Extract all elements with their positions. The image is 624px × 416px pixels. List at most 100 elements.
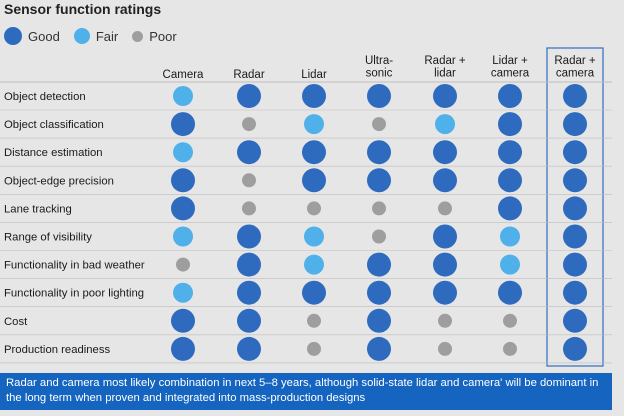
rating-dot-good [171,336,195,361]
row-label: Range of visibility [4,232,92,244]
rating-dot-fair [304,114,324,135]
rating-dot-good [433,168,457,193]
rating-dot-fair [304,226,324,247]
column-header: Lidar + camera [491,55,530,80]
rating-dot-poor [242,117,256,132]
rating-dot-poor [307,201,321,216]
row-label: Lane tracking [4,203,72,215]
rating-dot-good [498,168,522,193]
row-label: Cost [4,316,28,328]
legend-item-good: Good [4,27,60,45]
rating-dot-good [302,84,326,108]
rating-dot-good [367,280,391,305]
column-header: Lidar [301,69,327,81]
rating-dot-poor [242,201,256,216]
rating-dot-fair [173,282,193,303]
rating-dot-poor [438,201,452,216]
rating-dot-good [563,196,587,221]
row-label: Production readiness [4,344,110,356]
rating-dot-poor [307,313,321,328]
rating-dot-poor [438,313,452,328]
rating-dot-fair [173,142,193,163]
highlight-column-frame [546,47,604,367]
rating-dot-good [433,140,457,165]
legend-label-good: Good [28,28,60,44]
legend-label-poor: Poor [149,28,177,44]
rating-dot-good [563,280,587,305]
rating-dot-good [171,196,195,221]
chart-title: Sensor function ratings [4,1,162,17]
column-header: Camera [163,69,205,81]
rating-dot-good [171,168,195,193]
rating-dot-good [563,336,587,361]
column-header: Radar + camera [554,55,596,80]
rating-dot-poor [176,257,190,272]
rating-dot-good [498,84,522,108]
rating-dot-good [563,308,587,333]
rating-dot-poor [307,341,321,356]
rating-dot-good [367,252,391,277]
legend-dot-good [4,27,22,45]
legend: Good Fair Poor [4,27,191,45]
rating-dot-good [498,280,522,305]
rating-dot-good [237,280,261,305]
row-label: Object classification [4,119,104,131]
rating-dot-poor [372,229,386,244]
row-label: Functionality in bad weather [4,260,145,272]
rating-dot-poor [242,173,256,188]
rating-dot-good [498,112,522,137]
rating-dot-good [367,168,391,193]
rating-dot-good [433,84,457,108]
rating-dot-fair [500,226,520,247]
rating-dot-poor [372,201,386,216]
rating-dot-good [367,84,391,108]
rating-dot-fair [173,226,193,247]
rating-dot-fair [173,86,193,106]
rating-dot-fair [500,254,520,275]
legend-label-fair: Fair [95,28,119,44]
rating-dot-good [237,336,261,361]
row-label: Object detection [4,91,86,103]
rating-dot-good [171,112,195,137]
rating-dot-good [563,168,587,193]
rating-dot-good [563,224,587,249]
rating-dot-poor [503,313,517,328]
rating-dot-fair [435,114,455,135]
footnote-banner: Radar and camera most likely combination… [0,373,612,410]
rating-dot-good [367,140,391,165]
rating-dot-good [302,140,326,165]
rating-dot-good [367,308,391,333]
rating-dot-good [563,252,587,277]
legend-item-fair: Fair [73,28,119,44]
rating-dot-good [433,280,457,305]
column-header: Radar + lidar [424,55,466,80]
rating-dot-good [563,112,587,137]
column-header: Ultra-sonic [365,55,393,80]
legend-item-poor: Poor [132,28,177,44]
rating-dot-good [563,84,587,108]
rating-dot-good [498,140,522,165]
legend-dot-poor [132,30,144,42]
legend-dot-fair [73,28,90,44]
rating-dot-good [498,196,522,221]
rating-dot-good [237,308,261,333]
row-label: Functionality in poor lighting [4,288,144,300]
rating-dot-good [433,252,457,277]
rating-dot-poor [503,341,517,356]
rating-dot-good [237,224,261,249]
rating-dot-poor [372,117,386,132]
rating-dot-poor [438,341,452,356]
row-label: Object-edge precision [4,175,114,187]
row-label: Distance estimation [4,147,103,159]
rating-dot-good [237,140,261,165]
rating-dot-good [563,140,587,165]
rating-dot-good [237,252,261,277]
rating-dot-good [302,280,326,305]
rating-dot-fair [304,254,324,275]
rating-dot-good [367,336,391,361]
rating-dot-good [171,308,195,333]
rating-dot-good [237,84,261,108]
rating-dot-good [302,168,326,193]
column-header: Radar [233,69,264,81]
